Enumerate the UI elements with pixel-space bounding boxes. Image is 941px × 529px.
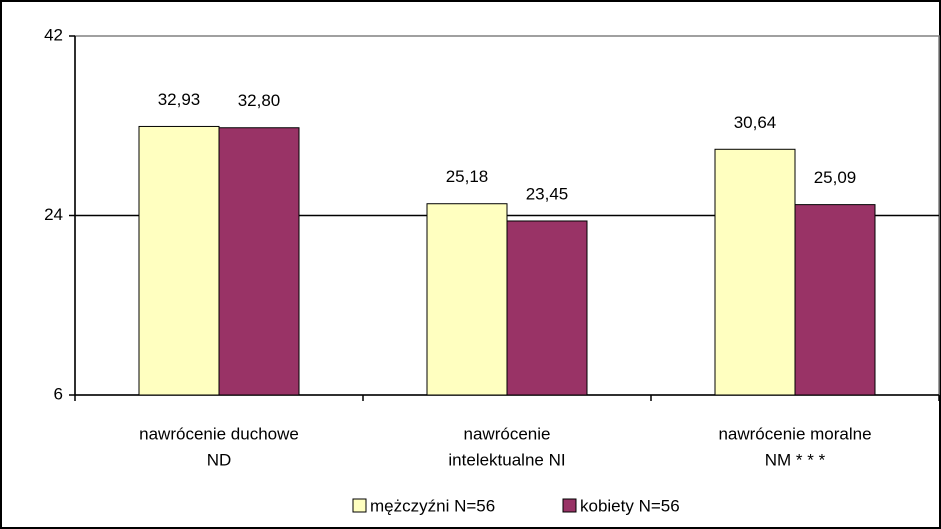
x-tick-label: nawrócenie: [464, 424, 551, 443]
y-tick-label: 42: [44, 25, 63, 44]
value-label: 30,64: [734, 113, 777, 132]
x-tick-label: intelektualne NI: [448, 450, 565, 469]
value-label: 32,93: [158, 90, 201, 109]
legend-swatch: [352, 498, 367, 513]
value-label: 25,09: [814, 168, 857, 187]
value-label: 32,80: [238, 91, 281, 110]
value-label: 23,45: [526, 184, 569, 203]
y-tick-label: 24: [44, 205, 63, 224]
x-tick-label: ND: [207, 450, 232, 469]
bar: [138, 125, 220, 396]
bar: [506, 220, 588, 396]
y-tick-label: 6: [54, 384, 63, 403]
bar: [794, 204, 876, 396]
legend-label: mężczyźni N=56: [370, 496, 495, 515]
legend-swatch: [562, 498, 577, 513]
x-tick-label: nawrócenie duchowe: [139, 424, 299, 443]
value-label: 25,18: [446, 167, 489, 186]
x-tick-label: nawrócenie moralne: [718, 424, 871, 443]
x-tick-label: NM * * *: [765, 450, 826, 469]
bar: [714, 148, 796, 396]
legend-label: kobiety N=56: [580, 496, 680, 515]
bar: [218, 127, 300, 396]
bar: [426, 203, 508, 396]
